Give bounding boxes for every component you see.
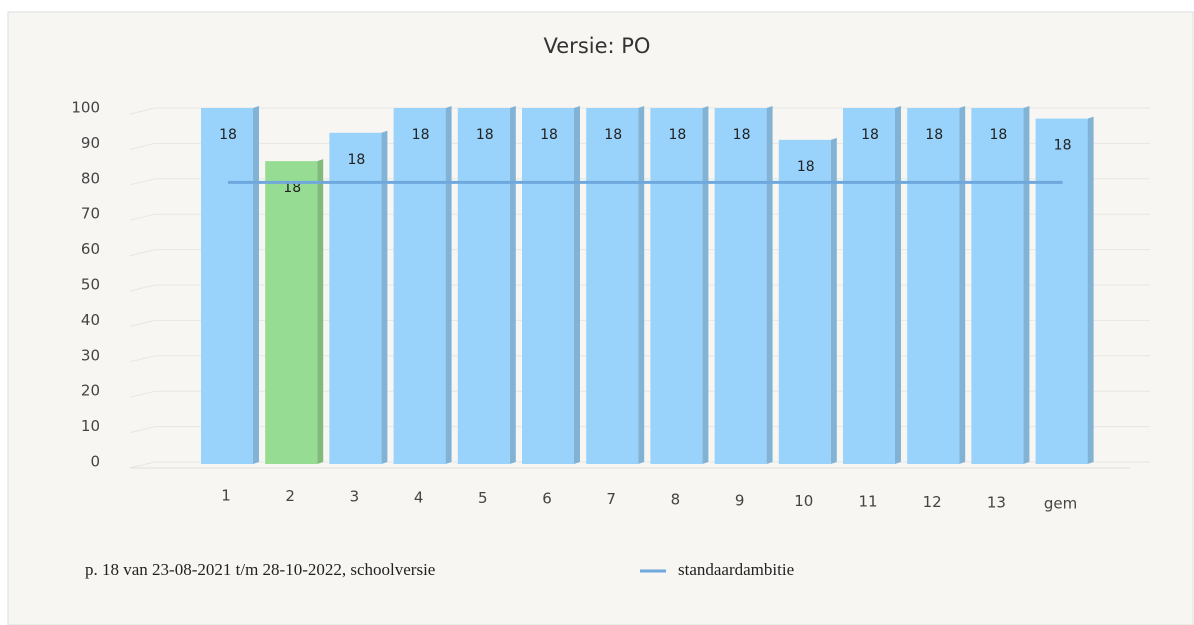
data-label: 18 [668, 127, 686, 143]
bar-side [1023, 106, 1030, 464]
bar [393, 108, 446, 464]
y-tick-label: 40 [81, 311, 100, 329]
grid-depth [129, 213, 156, 221]
data-label: 18 [733, 127, 751, 143]
bar [1035, 118, 1088, 465]
data-label: 18 [540, 127, 558, 143]
x-tick-label: 3 [350, 488, 360, 506]
bar [971, 108, 1024, 464]
x-tick-label: 4 [414, 488, 424, 506]
grid-depth [129, 355, 156, 363]
grid-depth [129, 249, 156, 257]
grid-depth [129, 284, 156, 292]
bar [522, 108, 574, 464]
bar [201, 108, 253, 464]
bar-side [574, 106, 580, 464]
bar [843, 108, 895, 464]
y-tick-label: 50 [81, 276, 100, 294]
bar-side [381, 130, 388, 464]
y-tick-label: 80 [81, 169, 100, 187]
bar-side [959, 106, 966, 464]
data-label: 18 [925, 127, 943, 143]
x-tick-label: 5 [478, 489, 488, 507]
x-tick-label: 7 [606, 490, 616, 508]
x-tick-label: 6 [542, 490, 552, 508]
grid-depth [129, 142, 156, 150]
data-label: 18 [861, 127, 879, 143]
data-label: 18 [283, 180, 301, 196]
y-tick-label: 0 [90, 453, 100, 471]
data-label: 18 [1054, 138, 1072, 154]
y-tick-label: 10 [81, 417, 100, 435]
data-label: 18 [604, 127, 622, 143]
x-tick-label: 11 [858, 493, 877, 511]
bar [329, 132, 382, 464]
y-tick-label: 60 [81, 240, 100, 258]
x-tick-label: 13 [987, 494, 1006, 512]
x-tick-label: 12 [923, 493, 942, 511]
grid-depth [129, 390, 156, 398]
chart-title: Versie: PO [544, 34, 651, 58]
grid-depth [129, 426, 156, 434]
y-tick-label: 90 [81, 134, 100, 152]
x-tick-label: 9 [735, 491, 745, 509]
x-tick-label: 8 [671, 491, 681, 509]
bar [586, 108, 639, 464]
bar-side [445, 106, 452, 464]
bar [650, 108, 703, 464]
bar-side [766, 106, 773, 464]
bar-side [509, 106, 516, 464]
x-tick-label: 1 [221, 487, 231, 505]
bar-side [638, 106, 645, 464]
bar [907, 108, 960, 464]
bar-side [1087, 116, 1094, 465]
x-tick-label: gem [1044, 494, 1077, 512]
grid-depth [129, 178, 156, 186]
bar-side [702, 106, 709, 464]
bar [778, 139, 831, 465]
legend-label: p. 18 van 23-08-2021 t/m 28-10-2022, sch… [85, 560, 435, 579]
x-tick-label: 2 [285, 487, 295, 505]
grid-depth [129, 107, 156, 115]
bar-side [830, 137, 837, 465]
data-label: 18 [797, 159, 815, 175]
y-tick-label: 70 [81, 205, 100, 223]
y-tick-label: 100 [71, 99, 100, 117]
data-label: 18 [347, 152, 365, 168]
grid-depth [129, 319, 156, 327]
bar [714, 108, 767, 464]
legend-label: standaardambitie [678, 560, 794, 579]
y-tick-label: 20 [81, 382, 100, 400]
bar-side [317, 159, 324, 464]
x-tick-label: 10 [794, 492, 813, 510]
y-tick-label: 30 [81, 346, 100, 364]
bar [457, 108, 510, 464]
data-label: 18 [989, 127, 1007, 143]
grid-depth [129, 461, 156, 469]
bar-side [895, 106, 901, 464]
data-label: 18 [476, 127, 494, 143]
data-label: 18 [219, 127, 237, 143]
bar-side [253, 106, 259, 464]
data-label: 18 [412, 127, 430, 143]
bar [265, 161, 318, 464]
